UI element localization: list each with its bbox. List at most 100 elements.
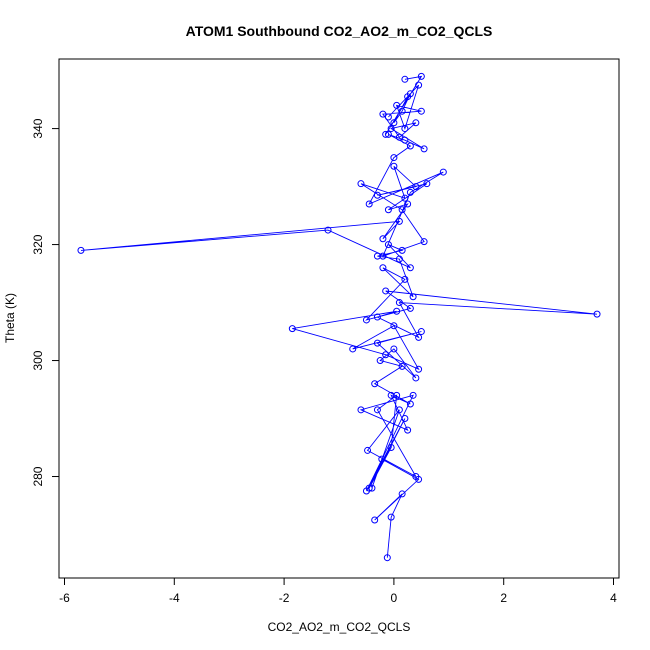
x-axis-label: CO2_AO2_m_CO2_QCLS bbox=[268, 620, 411, 634]
data-point bbox=[390, 162, 398, 170]
data-point bbox=[362, 316, 370, 324]
data-point bbox=[393, 101, 401, 109]
x-tick-label: 4 bbox=[610, 591, 617, 605]
data-point bbox=[390, 322, 398, 330]
data-point bbox=[412, 119, 420, 127]
series-layer bbox=[77, 72, 601, 562]
data-point bbox=[383, 554, 391, 562]
data-point bbox=[382, 130, 390, 138]
data-point bbox=[382, 287, 390, 295]
data-point bbox=[390, 154, 398, 162]
data-point bbox=[401, 415, 409, 423]
data-point bbox=[376, 357, 384, 365]
data-point bbox=[373, 252, 381, 260]
data-point bbox=[395, 255, 403, 263]
data-point bbox=[420, 145, 428, 153]
data-point bbox=[401, 125, 409, 133]
data-point bbox=[395, 299, 403, 307]
plot-frame bbox=[58, 58, 620, 579]
data-point bbox=[387, 391, 395, 399]
data-point bbox=[390, 345, 398, 353]
chart-title: ATOM1 Southbound CO2_AO2_m_CO2_QCLS bbox=[186, 23, 493, 39]
data-point bbox=[324, 226, 332, 234]
data-point bbox=[362, 487, 370, 495]
data-point bbox=[395, 217, 403, 225]
data-point bbox=[417, 107, 425, 115]
data-point bbox=[373, 339, 381, 347]
data-point bbox=[384, 113, 392, 121]
data-point bbox=[371, 380, 379, 388]
data-point bbox=[384, 130, 392, 138]
data-point bbox=[406, 90, 414, 98]
data-point bbox=[406, 264, 414, 272]
data-point bbox=[415, 81, 423, 89]
y-tick-label: 300 bbox=[31, 350, 45, 370]
data-point bbox=[364, 446, 372, 454]
y-axis: 280 300 320 340 bbox=[31, 118, 60, 487]
data-point bbox=[439, 168, 447, 176]
data-point bbox=[398, 362, 406, 370]
y-tick-label: 340 bbox=[31, 118, 45, 138]
data-point bbox=[417, 328, 425, 336]
data-point bbox=[395, 406, 403, 414]
data-point bbox=[398, 246, 406, 254]
data-point bbox=[382, 351, 390, 359]
data-point bbox=[593, 310, 601, 318]
data-point bbox=[401, 194, 409, 202]
data-point bbox=[373, 191, 381, 199]
data-point bbox=[371, 516, 379, 524]
data-point bbox=[406, 400, 414, 408]
x-tick-label: -6 bbox=[59, 591, 70, 605]
x-tick-label: 2 bbox=[500, 591, 507, 605]
data-point bbox=[384, 241, 392, 249]
x-tick-label: -4 bbox=[169, 591, 180, 605]
data-point bbox=[415, 365, 423, 373]
data-point bbox=[387, 513, 395, 521]
data-point bbox=[412, 473, 420, 481]
data-point bbox=[387, 125, 395, 133]
data-point bbox=[395, 133, 403, 141]
data-point bbox=[393, 307, 401, 315]
data-point bbox=[365, 200, 373, 208]
data-point bbox=[401, 136, 409, 144]
data-point bbox=[420, 238, 428, 246]
data-point bbox=[401, 75, 409, 83]
data-point bbox=[409, 293, 417, 301]
data-point bbox=[404, 426, 412, 434]
data-point bbox=[379, 252, 387, 260]
data-point bbox=[357, 180, 365, 188]
data-point bbox=[357, 406, 365, 414]
x-tick-label: 0 bbox=[391, 591, 398, 605]
data-point bbox=[406, 142, 414, 150]
data-point bbox=[387, 444, 395, 452]
x-axis: -6 -4 -2 0 2 4 bbox=[59, 577, 617, 605]
y-tick-label: 280 bbox=[31, 466, 45, 486]
data-point bbox=[398, 206, 406, 214]
data-point bbox=[398, 490, 406, 498]
data-point bbox=[423, 180, 431, 188]
data-point bbox=[77, 246, 85, 254]
data-point bbox=[404, 200, 412, 208]
data-point bbox=[379, 264, 387, 272]
data-point bbox=[393, 391, 401, 399]
data-point bbox=[288, 325, 296, 333]
y-tick-label: 320 bbox=[31, 234, 45, 254]
data-point bbox=[401, 275, 409, 283]
x-tick-label: -2 bbox=[279, 591, 290, 605]
data-point bbox=[373, 313, 381, 321]
data-point bbox=[349, 345, 357, 353]
y-axis-label: Theta (K) bbox=[3, 293, 17, 343]
data-point bbox=[373, 406, 381, 414]
data-point bbox=[406, 188, 414, 196]
data-point bbox=[368, 484, 376, 492]
data-point bbox=[409, 391, 417, 399]
data-point bbox=[417, 72, 425, 80]
data-point bbox=[390, 119, 398, 127]
data-point bbox=[412, 374, 420, 382]
data-point bbox=[378, 455, 386, 463]
data-point bbox=[379, 235, 387, 243]
data-point bbox=[412, 183, 420, 191]
data-point bbox=[384, 206, 392, 214]
data-point bbox=[415, 333, 423, 341]
